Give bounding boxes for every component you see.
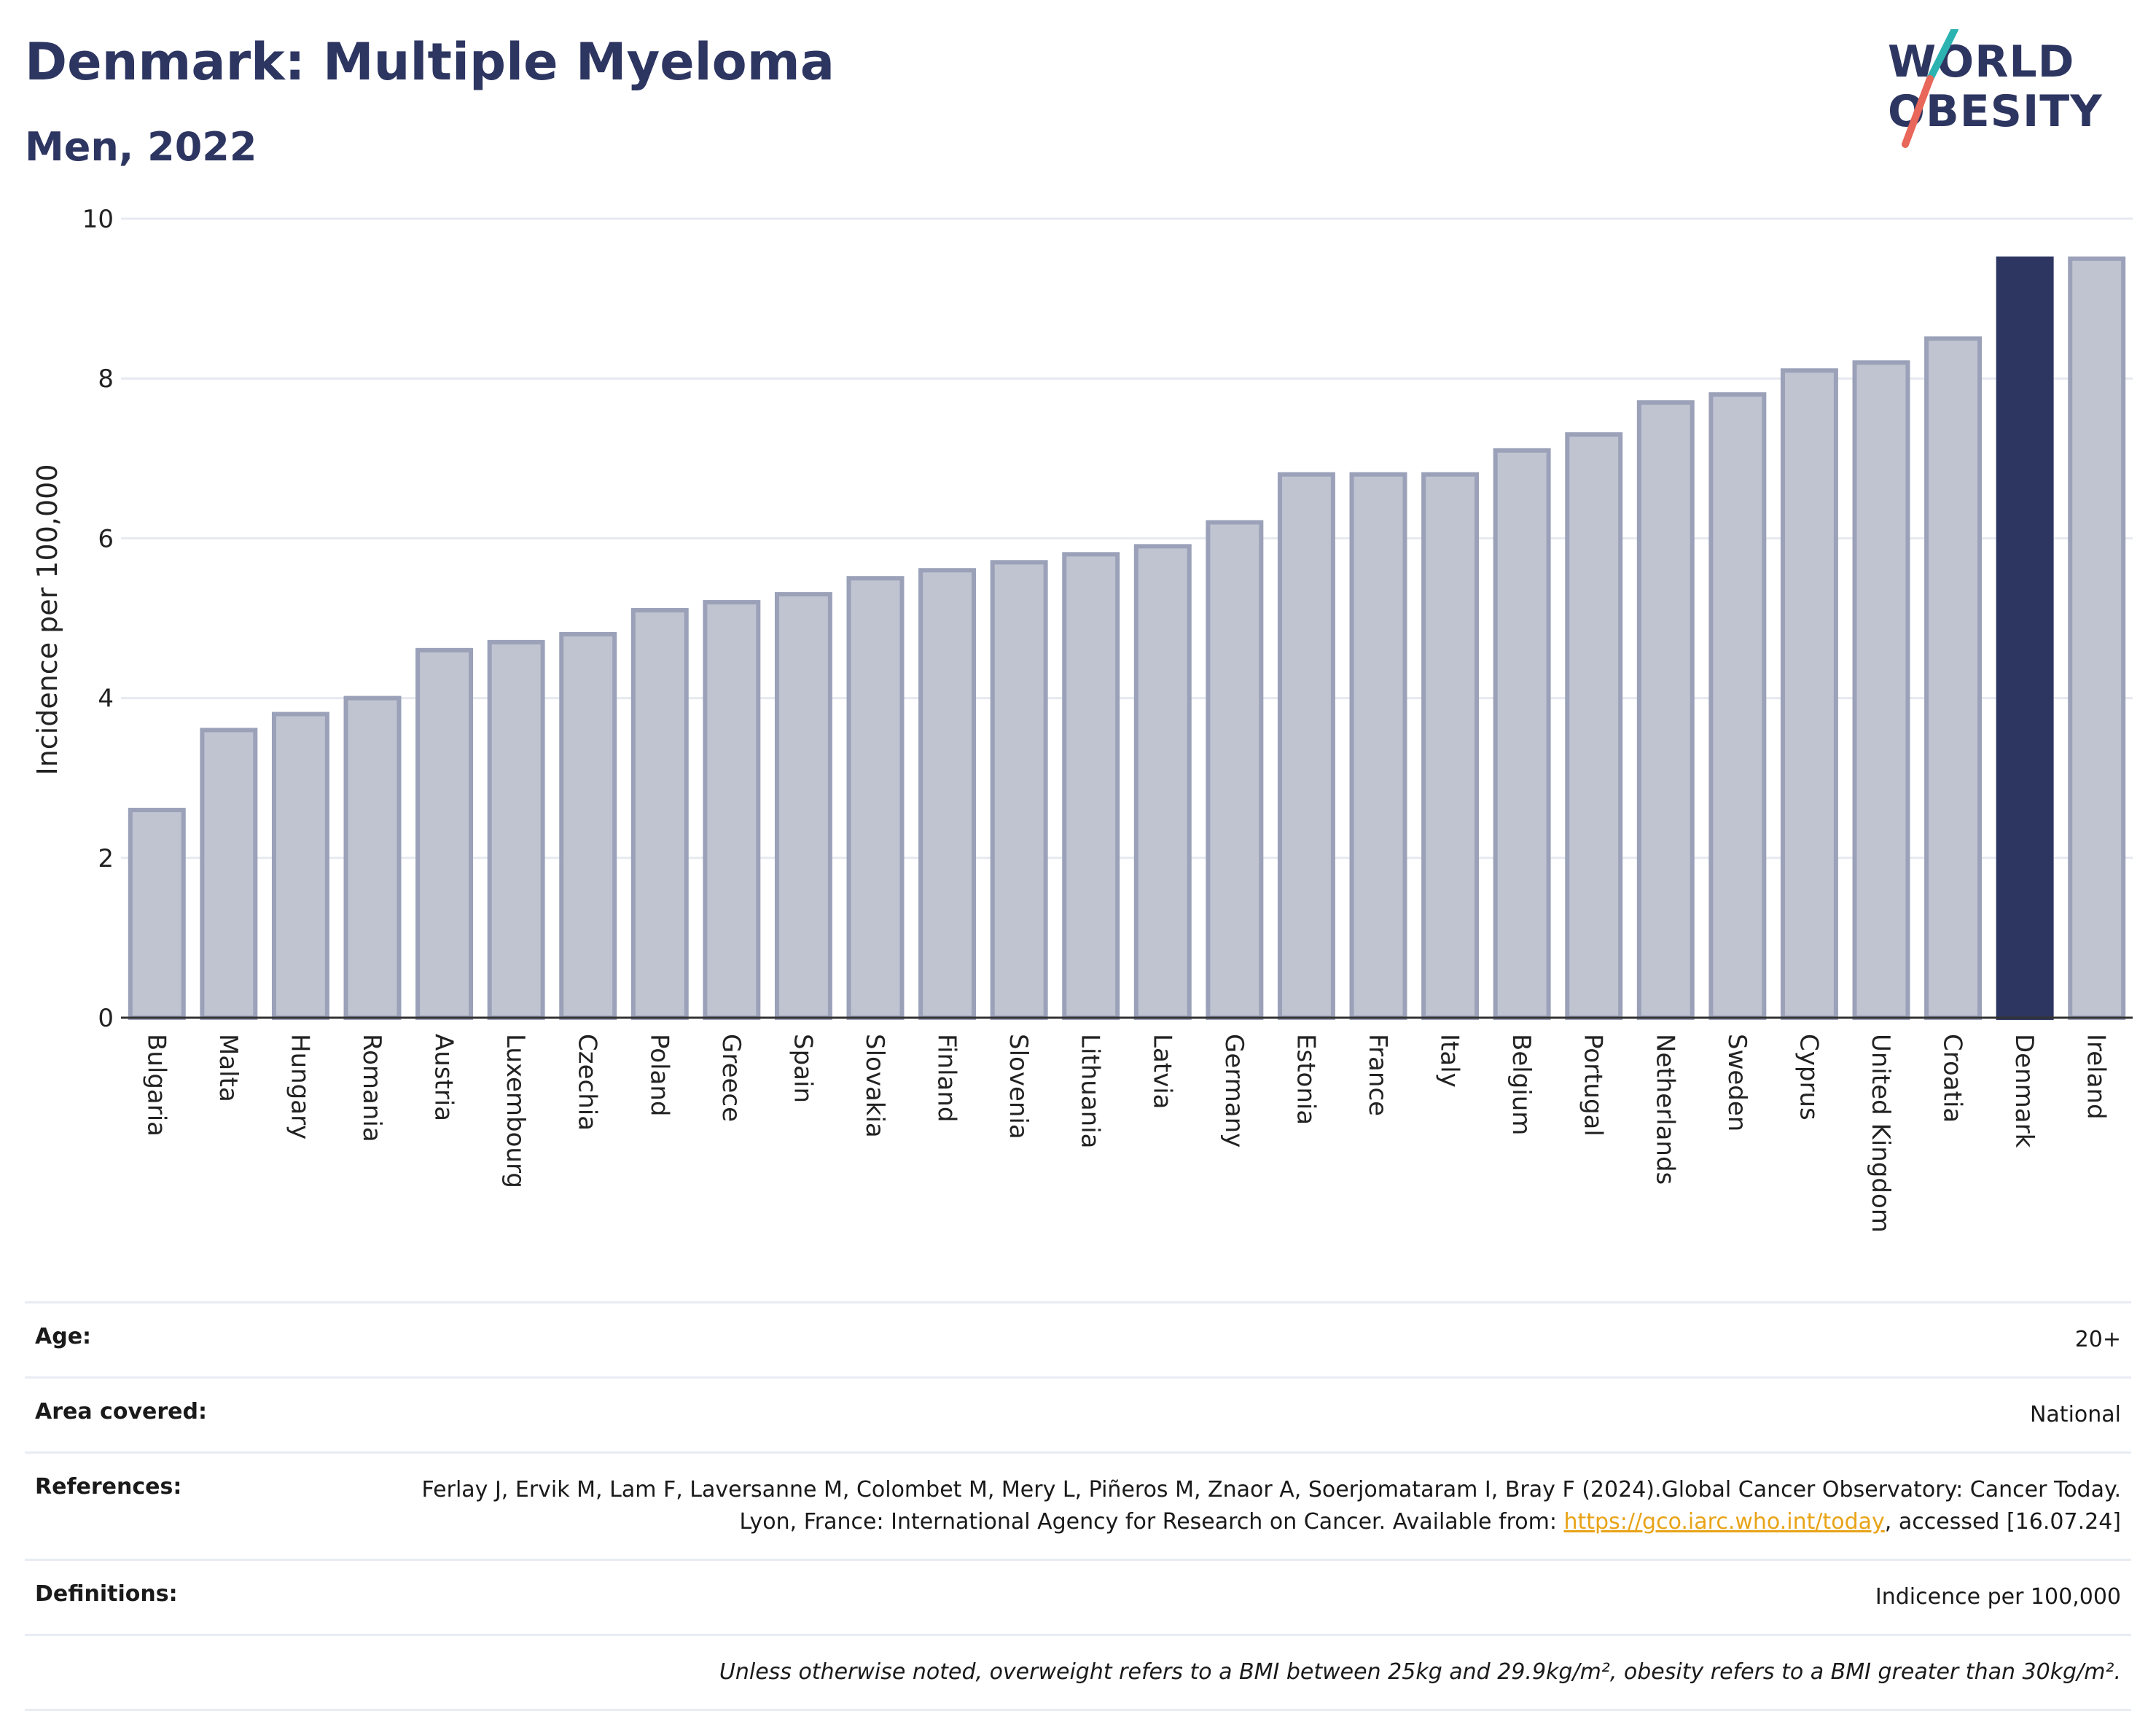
y-axis-label: Incidence per 100,000: [31, 464, 63, 775]
bar-greece: [703, 600, 761, 1020]
bar-bulgaria: [128, 808, 186, 1020]
bar-belgium: [1493, 448, 1551, 1020]
definitions-label: Definitions:: [35, 1581, 178, 1607]
chart-bars: [128, 256, 2126, 1021]
y-tick-label: 4: [98, 685, 114, 714]
references-accessed: , accessed [16.07.24]: [1884, 1509, 2121, 1535]
x-tick-label: Poland: [644, 1034, 673, 1117]
y-axis-ticks: 0 2 4 6 8 10: [82, 205, 114, 1033]
bmi-note: Unless otherwise noted, overweight refer…: [719, 1659, 2121, 1685]
bar-latvia: [1133, 544, 1192, 1020]
bar-portugal: [1565, 432, 1623, 1021]
bar-poland: [630, 608, 689, 1020]
age-value: 20+: [2074, 1327, 2121, 1352]
bar-united-kingdom: [1852, 360, 1910, 1020]
logo-line-1: WORLD: [1888, 36, 2075, 87]
bar-cyprus: [1780, 368, 1838, 1021]
bar-estonia: [1277, 472, 1335, 1021]
references-value: Ferlay J, Ervik M, Lam F, Laversanne M, …: [372, 1474, 2121, 1538]
bar-malta: [200, 728, 258, 1020]
y-tick-label: 10: [82, 205, 114, 234]
x-axis-ticks: Bulgaria Malta Hungary Romania Austria Luxemb…: [141, 1034, 2110, 1233]
bar-ireland: [2068, 256, 2126, 1020]
bar-denmark: [1996, 256, 2054, 1020]
bar-hungary: [271, 712, 329, 1021]
bar-romania: [343, 695, 402, 1020]
bar-chart: 0 2 4 6 8 10 Bulgaria Malta Hungary Romania Austr…: [31, 205, 2133, 1233]
x-tick-label: Finland: [932, 1034, 961, 1123]
bar-finland: [918, 568, 977, 1020]
bar-france: [1349, 472, 1407, 1021]
bar-netherlands: [1636, 400, 1695, 1020]
x-tick-label: Estonia: [1291, 1034, 1320, 1125]
references-link[interactable]: https://gco.iarc.who.int/today: [1563, 1509, 1885, 1535]
area-label: Area covered:: [35, 1399, 207, 1424]
x-tick-label: Netherlands: [1650, 1034, 1679, 1185]
bar-sweden: [1708, 392, 1767, 1020]
info-table: Age: 20+ Area covered: National Referenc…: [25, 1301, 2131, 1711]
y-tick-label: 0: [98, 1004, 114, 1033]
x-tick-label: Luxembourg: [501, 1034, 530, 1188]
bar-lithuania: [1062, 552, 1120, 1020]
y-tick-label: 8: [98, 365, 114, 394]
x-tick-label: Malta: [214, 1034, 243, 1102]
logo-slash-icon: [1902, 29, 1958, 148]
x-tick-label: France: [1363, 1034, 1392, 1116]
bar-austria: [415, 647, 474, 1021]
x-tick-label: Lithuania: [1076, 1034, 1105, 1148]
x-tick-label: Czechia: [573, 1034, 602, 1131]
x-tick-label: Romania: [357, 1034, 386, 1142]
bar-germany: [1206, 520, 1264, 1021]
info-row-age: Age: 20+: [25, 1301, 2131, 1376]
info-row-area: Area covered: National: [25, 1376, 2131, 1451]
bar-slovenia: [990, 560, 1048, 1020]
y-tick-label: 2: [98, 844, 114, 873]
x-tick-label: Hungary: [285, 1034, 314, 1139]
x-tick-label: Sweden: [1722, 1034, 1751, 1131]
x-tick-label: Denmark: [2009, 1034, 2039, 1148]
age-label: Age:: [35, 1324, 92, 1349]
x-tick-label: Portugal: [1579, 1034, 1608, 1137]
x-tick-label: Croatia: [1938, 1034, 1967, 1123]
x-tick-label: Austria: [429, 1034, 458, 1121]
info-row-note: Unless otherwise noted, overweight refer…: [25, 1634, 2131, 1711]
x-tick-label: United Kingdom: [1866, 1034, 1895, 1233]
x-tick-label: Belgium: [1507, 1034, 1536, 1135]
bar-spain: [774, 592, 832, 1020]
page-title: Denmark: Multiple Myeloma: [25, 32, 835, 92]
x-tick-label: Germany: [1219, 1034, 1249, 1147]
bar-czechia: [559, 631, 617, 1020]
page-subtitle: Men, 2022: [25, 124, 257, 170]
x-tick-label: Slovakia: [860, 1034, 889, 1138]
x-tick-label: Bulgaria: [141, 1034, 171, 1137]
bar-luxembourg: [487, 639, 545, 1020]
info-row-references: References: Ferlay J, Ervik M, Lam F, La…: [25, 1451, 2131, 1559]
x-tick-label: Greece: [716, 1034, 746, 1122]
references-text: Ferlay J, Ervik M, Lam F, Laversanne M, …: [421, 1477, 2121, 1535]
world-obesity-logo: WORLD OBESITY: [1888, 29, 2136, 153]
x-tick-label: Latvia: [1147, 1034, 1176, 1110]
x-tick-label: Ireland: [2082, 1034, 2111, 1120]
info-row-definitions: Definitions: Indicence per 100,000: [25, 1559, 2131, 1634]
x-tick-label: Spain: [788, 1034, 817, 1103]
x-tick-label: Cyprus: [1794, 1034, 1823, 1120]
bar-slovakia: [846, 576, 905, 1020]
x-tick-label: Slovenia: [1004, 1034, 1033, 1139]
area-value: National: [2029, 1402, 2121, 1427]
x-tick-label: Italy: [1435, 1034, 1464, 1088]
bar-italy: [1421, 472, 1480, 1021]
references-label: References:: [35, 1474, 182, 1500]
bar-croatia: [1924, 336, 1983, 1020]
y-tick-label: 6: [98, 524, 114, 553]
definitions-value: Indicence per 100,000: [1875, 1584, 2121, 1610]
